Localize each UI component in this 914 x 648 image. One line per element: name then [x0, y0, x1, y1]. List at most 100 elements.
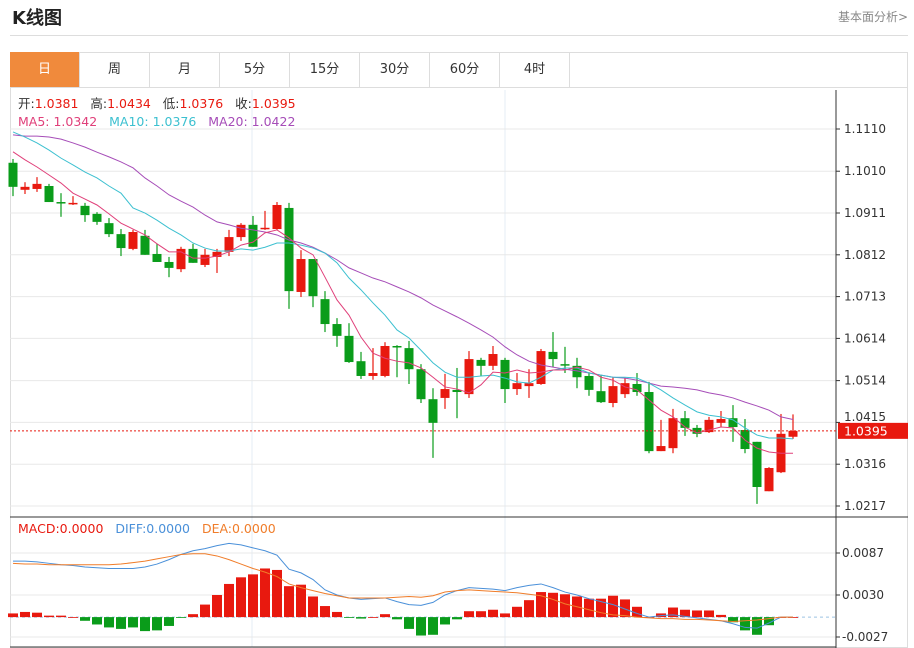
tab-4hour[interactable]: 4时 [500, 52, 570, 87]
low-label: 低: [162, 96, 180, 111]
candle-down [248, 224, 258, 247]
candle-down [56, 202, 66, 204]
diff-legend-value: DIFF:0.0000 [115, 521, 191, 536]
candle-down [560, 364, 570, 366]
diff-line [13, 542, 793, 629]
macd-bar-positive [536, 592, 546, 618]
macd-bar-positive [608, 595, 618, 618]
open-label: 开: [18, 96, 35, 111]
candle-down [428, 399, 438, 423]
candle-up [68, 202, 78, 205]
macd-bar-negative [176, 617, 186, 618]
price-tick-label: 1.0217 [844, 499, 886, 513]
current-price-label: 1.0395 [844, 423, 888, 438]
tab-60min[interactable]: 60分 [430, 52, 500, 87]
open-value: 1.0381 [34, 96, 79, 111]
macd-bar-positive [380, 614, 390, 618]
candle-down [572, 365, 582, 378]
price-tick-label: 1.0911 [844, 206, 886, 220]
tab-5min[interactable]: 5分 [220, 52, 290, 87]
macd-bar-positive [68, 617, 78, 618]
candle-up [788, 430, 798, 437]
macd-bar-positive [284, 586, 294, 618]
macd-bar-positive [260, 568, 270, 618]
candle-up [488, 354, 498, 366]
candle-down [284, 207, 294, 292]
macd-bar-positive [488, 609, 498, 618]
candle-down [164, 261, 174, 268]
price-tick-label: 1.0514 [844, 374, 886, 388]
candle-up [608, 386, 618, 403]
candle-down [344, 335, 354, 363]
candle-up [224, 237, 234, 252]
candle-down [332, 324, 342, 336]
macd-tick-label: 0.0087 [842, 546, 884, 560]
macd-bar-negative [104, 617, 114, 628]
candle-up [440, 389, 450, 398]
macd-bar-positive [704, 610, 714, 618]
macd-bar-positive [8, 613, 18, 618]
candle-down [188, 248, 198, 263]
period-tabs: 日 周 月 5分 15分 30分 60分 4时 [10, 52, 908, 88]
candle-down [596, 391, 606, 403]
tab-week[interactable]: 周 [80, 52, 150, 87]
macd-bar-positive [512, 606, 522, 618]
macd-bar-negative [752, 617, 762, 635]
fundamental-analysis-link[interactable]: 基本面分析> [837, 10, 908, 24]
candle-up [20, 186, 30, 190]
candle-down [140, 235, 150, 255]
candle-up [260, 227, 270, 230]
candle-up [176, 248, 186, 270]
macd-bar-positive [524, 600, 534, 618]
candle-down [692, 427, 702, 434]
tab-15min[interactable]: 15分 [290, 52, 360, 87]
macd-bar-negative [392, 617, 402, 620]
candle-up [716, 419, 726, 423]
candle-down [308, 259, 318, 297]
ma5-legend: MA5: 1.0342 [18, 114, 98, 129]
macd-bar-positive [296, 584, 306, 618]
tab-day[interactable]: 日 [10, 52, 80, 87]
tab-30min[interactable]: 30分 [360, 52, 430, 87]
macd-bar-positive [368, 617, 378, 618]
macd-bar-positive [464, 611, 474, 618]
candle-up [32, 183, 42, 189]
low-value: 1.0376 [179, 96, 224, 111]
candle-down [92, 213, 102, 222]
macd-bar-negative [764, 617, 774, 626]
ma10-legend: MA10: 1.0376 [109, 114, 197, 129]
candle-down [152, 253, 162, 262]
macd-bar-positive [308, 596, 318, 618]
candle-up [272, 204, 282, 230]
macd-bar-negative [416, 617, 426, 636]
candle-down [548, 351, 558, 360]
macd-bar-positive [236, 577, 246, 618]
macd-bar-positive [668, 607, 678, 618]
candle-up [668, 418, 678, 449]
macd-bar-negative [356, 617, 366, 619]
close-value: 1.0395 [251, 96, 296, 111]
candle-down [8, 162, 18, 187]
macd-bar-positive [20, 611, 30, 618]
macd-bar-positive [692, 610, 702, 618]
tab-month[interactable]: 月 [150, 52, 220, 87]
page-title: K线图 [12, 8, 62, 29]
candle-up [128, 232, 138, 249]
candle-down [728, 418, 738, 428]
candle-down [104, 223, 114, 235]
macd-bar-negative [140, 617, 150, 632]
macd-bar-positive [584, 598, 594, 618]
candle-down [632, 383, 642, 393]
ohlc-legend: 开:1.0381 高:1.0434 低:1.0376 收:1.0395 [18, 96, 296, 111]
candle-up [368, 373, 378, 376]
candle-up [512, 383, 522, 390]
price-tick-label: 1.0415 [844, 410, 886, 424]
macd-bar-negative [116, 617, 126, 629]
price-tick-label: 1.1110 [844, 122, 886, 136]
macd-bar-negative [452, 617, 462, 620]
current-price-badge [838, 422, 908, 439]
candle-down [392, 345, 402, 348]
macd-bar-negative [428, 617, 438, 635]
macd-tick-label: -0.0027 [842, 630, 888, 644]
